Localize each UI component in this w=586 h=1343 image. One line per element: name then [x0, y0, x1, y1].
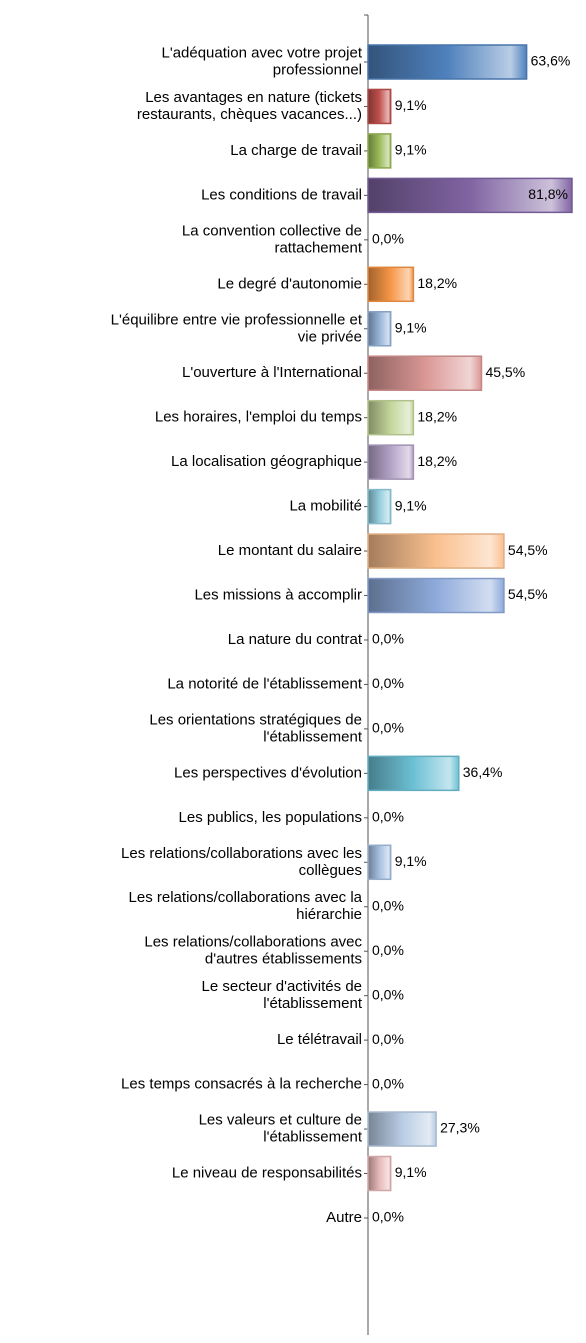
- bar: [367, 311, 392, 347]
- value-label: 36,4%: [463, 764, 503, 780]
- value-label: 0,0%: [372, 720, 404, 736]
- value-label: 0,0%: [372, 1075, 404, 1091]
- value-label: 0,0%: [372, 631, 404, 647]
- value-label: 81,8%: [528, 186, 568, 202]
- category-label: Le niveau de responsabilités: [172, 1164, 362, 1181]
- value-label: 0,0%: [372, 1031, 404, 1047]
- value-label: 0,0%: [372, 809, 404, 825]
- category-label: La localisation géographique: [171, 453, 362, 470]
- category-label: L'équilibre entre vie professionnelle et…: [111, 311, 363, 345]
- category-label: Les conditions de travail: [201, 186, 362, 203]
- category-label: Les relations/collaborations avec d'autre…: [144, 934, 362, 968]
- category-label: Les avantages en nature (tickets restaura…: [137, 89, 362, 123]
- value-label: 9,1%: [395, 97, 427, 113]
- category-label: Les relations/collaborations avec les col…: [121, 845, 362, 879]
- value-label: 45,5%: [485, 364, 525, 380]
- category-label: Les temps consacrés à la recherche: [121, 1076, 362, 1093]
- value-label: 0,0%: [372, 231, 404, 247]
- category-label: Le montant du salaire: [218, 542, 362, 559]
- category-label: La nature du contrat: [228, 631, 363, 648]
- category-label: Les perspectives d'évolution: [174, 764, 362, 781]
- bar: [367, 533, 505, 569]
- category-label: La mobilité: [289, 498, 362, 515]
- category-label: La convention collective de rattachement: [182, 222, 363, 256]
- category-label: L'ouverture à l'International: [182, 364, 362, 381]
- category-label: Les missions à accomplir: [194, 586, 362, 603]
- category-label: Les valeurs et culture de l'établissement: [199, 1112, 363, 1146]
- value-label: 18,2%: [417, 408, 457, 424]
- bar: [367, 88, 392, 125]
- category-label: Le télétravail: [277, 1031, 362, 1048]
- value-label: 27,3%: [440, 1120, 480, 1136]
- category-label: L'adéquation avec votre projet profession…: [161, 44, 362, 78]
- value-label: 9,1%: [395, 853, 427, 869]
- value-label: 0,0%: [372, 897, 404, 913]
- bar: [367, 844, 392, 881]
- bar: [367, 44, 528, 80]
- value-label: 0,0%: [372, 675, 404, 691]
- category-label: Les publics, les populations: [179, 809, 362, 826]
- bar: [367, 444, 415, 480]
- category-label: Le degré d'autonomie: [217, 275, 362, 292]
- category-label: Autre: [326, 1209, 362, 1226]
- value-label: 0,0%: [372, 986, 404, 1002]
- bar: [367, 488, 392, 525]
- bar: [367, 755, 460, 792]
- bar: [367, 399, 415, 436]
- bar: [367, 355, 483, 391]
- value-label: 9,1%: [395, 1164, 427, 1180]
- value-label: 0,0%: [372, 1209, 404, 1225]
- value-label: 0,0%: [372, 942, 404, 958]
- bar: [367, 577, 505, 614]
- bar: [367, 177, 573, 214]
- value-label: 18,2%: [417, 453, 457, 469]
- value-label: 54,5%: [508, 586, 548, 602]
- category-label: Les horaires, l'emploi du temps: [155, 409, 362, 426]
- category-label: La notorité de l'établissement: [167, 675, 362, 692]
- bar: [367, 266, 415, 303]
- bar: [367, 1111, 437, 1147]
- bar: [367, 133, 392, 169]
- value-label: 63,6%: [531, 53, 571, 69]
- category-label: Les relations/collaborations avec la hiér…: [129, 889, 363, 923]
- category-label: La charge de travail: [230, 142, 362, 159]
- value-label: 9,1%: [395, 497, 427, 513]
- value-label: 54,5%: [508, 542, 548, 558]
- value-label: 9,1%: [395, 319, 427, 335]
- category-label: Le secteur d'activités de l'établissement: [202, 978, 363, 1012]
- category-label: Les orientations stratégiques de l'établi…: [149, 711, 362, 745]
- value-label: 9,1%: [395, 142, 427, 158]
- value-label: 18,2%: [417, 275, 457, 291]
- bar: [367, 1155, 392, 1192]
